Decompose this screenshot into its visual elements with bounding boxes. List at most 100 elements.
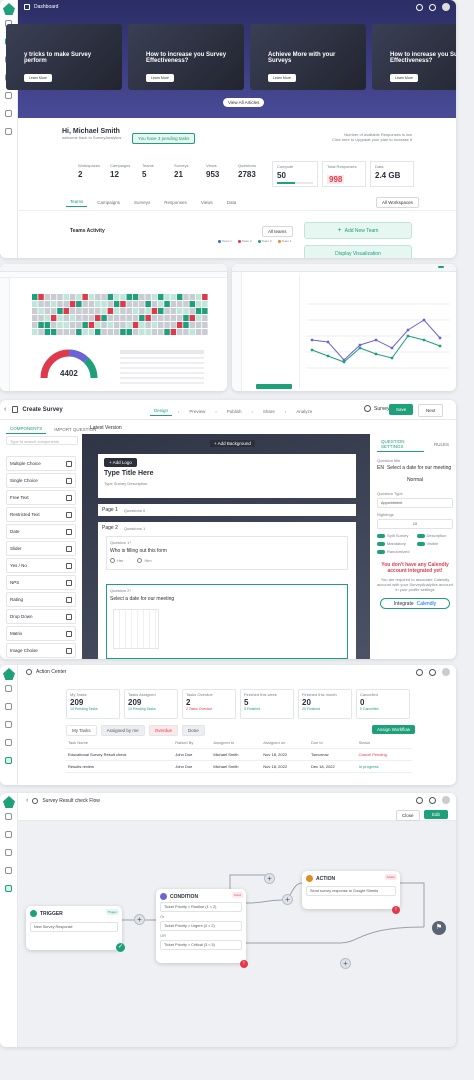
avatar[interactable] — [442, 796, 450, 804]
toggle-description[interactable]: Description — [416, 533, 454, 538]
help-icon[interactable] — [364, 405, 371, 412]
integrate-calendly-button[interactable]: Integrate Calendly — [380, 598, 450, 609]
article-card[interactable]: Achieve More with your Surveys Learn More — [250, 24, 366, 90]
avatar[interactable] — [442, 668, 450, 676]
add-logo-button[interactable]: + Add Logo — [104, 458, 137, 467]
step-preview[interactable]: Preview — [189, 408, 206, 414]
tab-assigned-by-me[interactable]: Assigned by me — [100, 725, 145, 736]
avatar[interactable] — [442, 3, 450, 11]
image-icon[interactable] — [5, 92, 12, 99]
radio-him[interactable] — [137, 558, 143, 563]
table-row[interactable]: Results review John Doe Michael Smith Nov 1… — [66, 760, 412, 773]
tab-done[interactable]: Done — [181, 725, 205, 736]
learn-more-button[interactable]: Learn More — [390, 74, 418, 82]
back-arrow-icon[interactable]: ‹ — [26, 797, 29, 804]
component-rating[interactable]: Rating — [6, 592, 76, 607]
component-drop-down[interactable]: Drop Down — [6, 609, 76, 624]
learn-more-button[interactable]: Learn More — [24, 74, 52, 82]
toggle-randomized[interactable]: Randomized — [377, 549, 414, 554]
globe-icon[interactable] — [416, 796, 423, 804]
clipboard-icon[interactable] — [5, 757, 12, 764]
view-all-articles-button[interactable]: View All Articles — [223, 98, 265, 107]
step-analyze[interactable]: Analyze — [296, 408, 313, 414]
tab-teams[interactable]: Teams — [66, 197, 88, 207]
step-share[interactable]: Share — [262, 408, 275, 414]
language-select[interactable]: EN — [377, 465, 384, 471]
all-teams-select[interactable]: All teams — [262, 226, 293, 237]
globe-icon[interactable] — [416, 3, 423, 11]
upgrade-link[interactable]: Click here to Upgrade your plan to incre… — [331, 137, 412, 142]
add-step-button[interactable]: + — [282, 894, 293, 905]
workspace-filter[interactable]: All Workspaces — [376, 197, 419, 208]
article-card[interactable]: How to increase you Survey Effectiveness… — [372, 24, 456, 90]
step-publish[interactable]: Publish — [226, 408, 242, 414]
dashboard-icon[interactable] — [5, 831, 12, 838]
trigger-node[interactable]: TRIGGER Trigger New Survey Response — [26, 906, 122, 950]
component-multiple-choice[interactable]: Multiple Choice — [6, 456, 76, 471]
add-step-button[interactable]: + — [340, 958, 351, 969]
assign-workflow-button[interactable]: Assign Workflow — [372, 725, 416, 734]
component-search-input[interactable]: Type to search components — [6, 436, 78, 445]
component-restricted-text[interactable]: Restricted Text — [6, 507, 76, 522]
component-free-text[interactable]: Free Text — [6, 490, 76, 505]
tab-rules[interactable]: RULES — [433, 442, 449, 447]
collapse-icon[interactable] — [5, 813, 12, 820]
save-button[interactable]: Save — [389, 404, 414, 415]
display-visualization-button[interactable]: Display Visualization — [304, 245, 412, 258]
add-background-button[interactable]: + Add Background — [210, 440, 255, 447]
toggle-visible[interactable]: Visible — [416, 541, 454, 546]
edit-button[interactable]: Edit — [424, 810, 448, 819]
title-input[interactable]: Select a date for our meeting — [386, 465, 452, 471]
pending-tasks-badge[interactable]: You have 3 pending tasks — [132, 133, 196, 144]
font-style-select[interactable]: Normal — [406, 477, 424, 483]
page-1-bar[interactable]: Page 1 Questions 0 — [98, 504, 356, 516]
step-design[interactable]: Design — [150, 406, 173, 416]
survey-help-link[interactable]: Survey Help — [374, 405, 402, 412]
tab-my-tasks[interactable]: My Tasks — [66, 725, 97, 736]
article-card[interactable]: How to increase you Survey Effectiveness… — [128, 24, 244, 90]
component-slider[interactable]: Slider — [6, 541, 76, 556]
folder-icon[interactable] — [5, 849, 12, 856]
tab-data[interactable]: Data — [226, 199, 237, 205]
version-select[interactable]: Latest Version — [90, 425, 122, 431]
component-nps[interactable]: NPS — [6, 575, 76, 590]
survey-title[interactable]: Type Title Here — [104, 470, 154, 477]
learn-more-button[interactable]: Learn More — [268, 74, 296, 82]
question-2[interactable]: Question 2* Select a date for our meetin… — [106, 584, 348, 659]
tab-overdue[interactable]: Overdue — [148, 725, 178, 736]
flag-icon[interactable]: ⚑ — [432, 921, 446, 935]
question-type-select[interactable]: Appointment — [377, 498, 453, 508]
back-arrow-icon[interactable]: ‹ — [4, 406, 7, 413]
tab-import-question[interactable]: IMPORT QUESTION — [54, 426, 97, 432]
toggle-split-survey[interactable]: Split Survey — [377, 533, 414, 538]
action-node[interactable]: ACTION Action Send survey response to Go… — [302, 871, 400, 909]
image-icon[interactable] — [5, 739, 12, 746]
component-yes-no[interactable]: Yes / No — [6, 558, 76, 573]
dashboard-icon[interactable] — [5, 703, 12, 710]
bell-icon[interactable] — [429, 796, 436, 804]
tab-views[interactable]: Views — [200, 199, 213, 205]
image-icon[interactable] — [5, 867, 12, 874]
tab-surveys[interactable]: Surveys — [134, 199, 151, 205]
clipboard-icon[interactable] — [5, 885, 12, 892]
bell-icon[interactable] — [429, 668, 436, 676]
next-button[interactable]: Next — [418, 404, 444, 417]
component-date[interactable]: Date — [6, 524, 76, 539]
folder-icon[interactable] — [5, 721, 12, 728]
add-step-button[interactable]: + — [134, 914, 145, 925]
apply-button[interactable] — [256, 384, 292, 389]
question-1[interactable]: Question 1* Who is filling out this form… — [106, 536, 348, 570]
globe-icon[interactable] — [416, 668, 423, 676]
radio-her[interactable] — [110, 558, 115, 563]
tab-question-settings[interactable]: QUESTION SETTINGS — [377, 437, 424, 452]
calendar-widget[interactable] — [113, 609, 159, 649]
tab-components[interactable]: COMPONENTS — [6, 424, 47, 434]
close-button[interactable]: Close — [396, 810, 420, 821]
shield-icon[interactable] — [5, 128, 12, 135]
component-single-choice[interactable]: Single Choice — [6, 473, 76, 488]
toggle-mandatory[interactable]: Mandatory — [377, 541, 414, 546]
add-step-button[interactable]: + — [264, 873, 275, 884]
table-row[interactable]: Educational Survey Result check John Doe M… — [66, 748, 412, 761]
article-card[interactable]: y tricks to make Survey perform Learn Mor… — [6, 24, 122, 90]
component-matrix[interactable]: Matrix — [6, 626, 76, 641]
